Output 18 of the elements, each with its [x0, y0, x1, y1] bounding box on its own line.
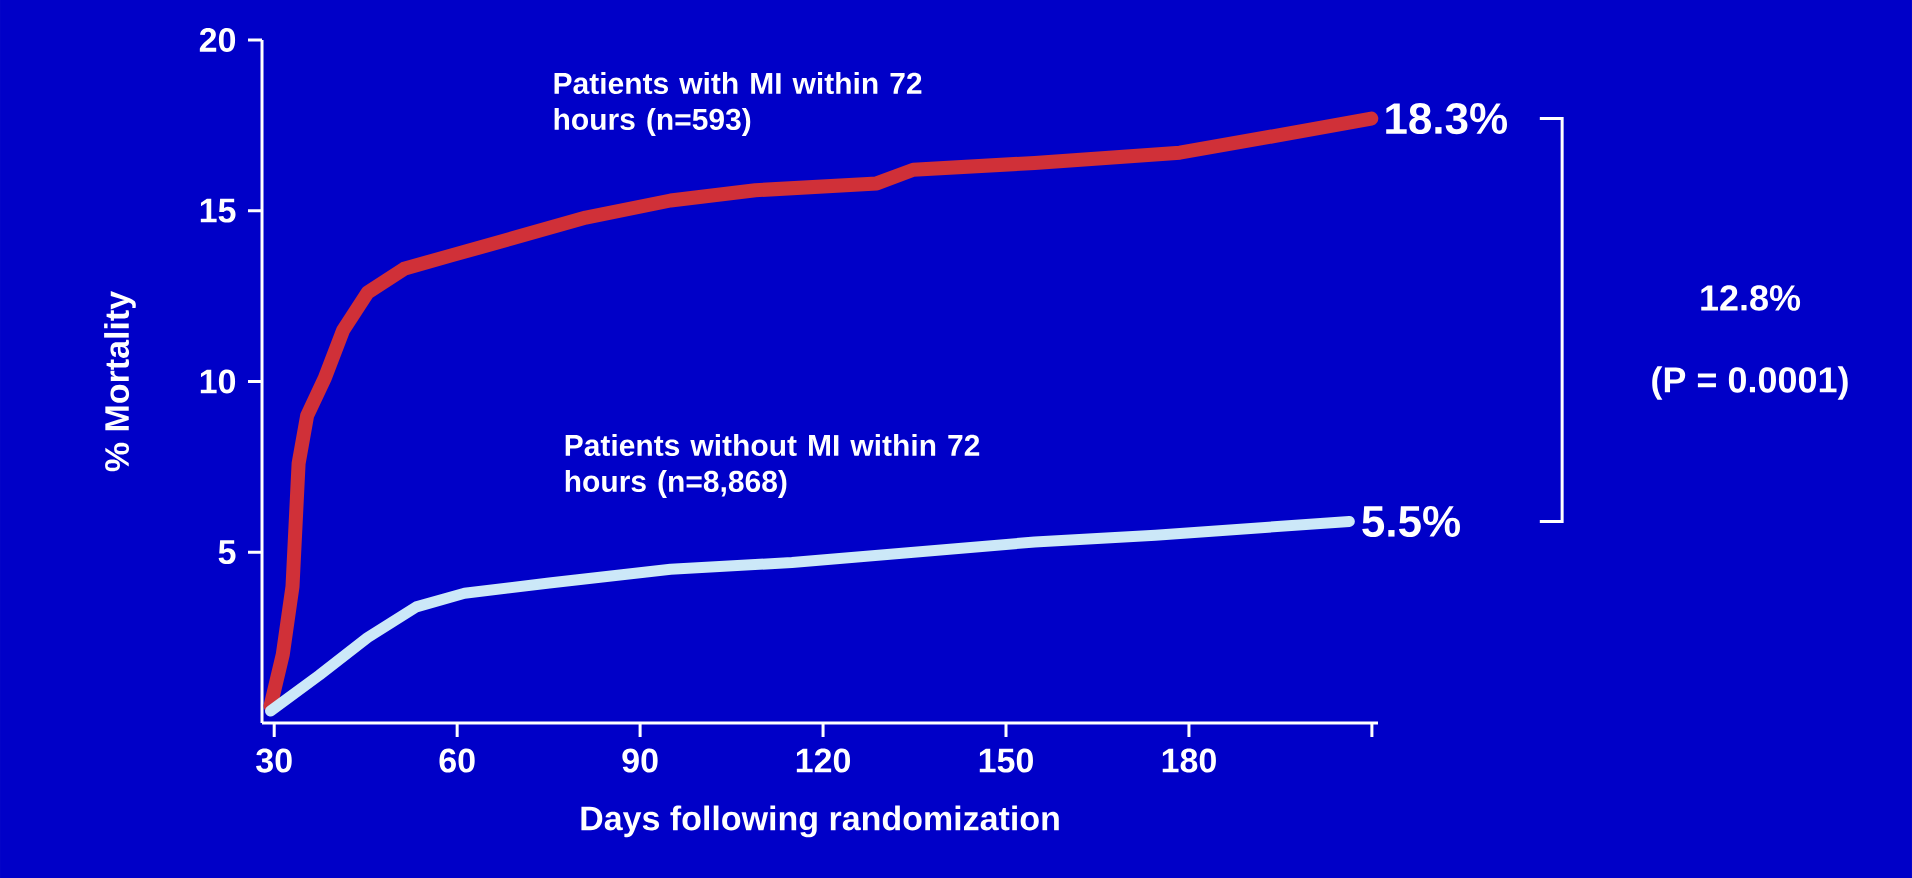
- x-tick-label: 120: [796, 748, 851, 773]
- x-tick-label: 180: [1162, 748, 1216, 773]
- y-axis-title: % Mortality: [104, 291, 136, 472]
- annotation: 18.3%: [1386, 102, 1508, 135]
- x-tick-label: 30: [256, 748, 292, 773]
- series-label: Patients without MI within 72 hours (n=8,868): [565, 434, 980, 498]
- x-tick-label: 60: [439, 748, 475, 773]
- x-axis-title: Days following randomization: [581, 805, 1059, 838]
- series-label: Patients with MI within 72 hours (n=593): [554, 72, 922, 136]
- annotation: 5.5%: [1362, 505, 1460, 538]
- x-tick-label: 150: [979, 748, 1033, 773]
- y-tick-label: 5: [218, 540, 236, 565]
- text: 12.8%: [1701, 285, 1801, 311]
- y-tick-label: 10: [200, 369, 236, 394]
- text: (P = 0.0001): [1652, 366, 1848, 400]
- y-tick-label: 20: [199, 27, 236, 53]
- y-tick-label: 15: [200, 198, 236, 223]
- x-tick-label: 90: [622, 748, 658, 773]
